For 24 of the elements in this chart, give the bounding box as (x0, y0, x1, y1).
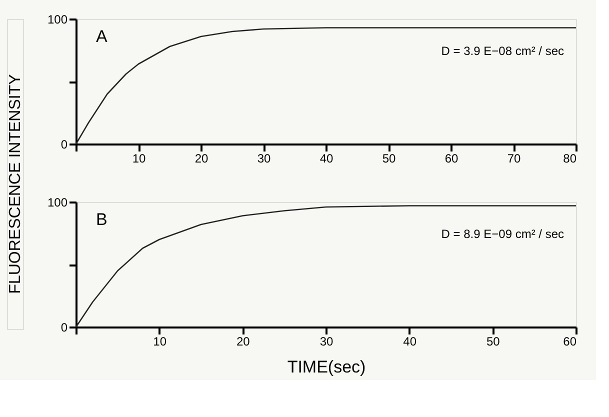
x-tick-label: 40 (320, 152, 334, 166)
y-tick-label: 0 (60, 138, 68, 152)
y-tick-label: 100 (47, 12, 68, 26)
y-axis-title: FLUORESCENCE INTENSITY (7, 74, 24, 294)
x-tick-label: 60 (444, 152, 458, 166)
annotation: B (96, 210, 108, 229)
y-tick-label: 0 (60, 320, 68, 334)
annotation: A (96, 27, 108, 46)
x-tick-label: 50 (486, 334, 500, 348)
x-tick-label: 10 (153, 334, 167, 348)
x-tick-label: 20 (194, 152, 208, 166)
annotation: D = 8.9 E−09 cm² / sec (441, 227, 564, 241)
x-tick-label: 60 (563, 334, 577, 348)
x-tick-label: 30 (257, 152, 271, 166)
x-tick-label: 20 (236, 334, 250, 348)
x-tick-label: 30 (320, 334, 334, 348)
y-tick-label: 100 (47, 196, 68, 210)
annotation: D = 3.9 E−08 cm² / sec (441, 44, 564, 58)
x-tick-label: 80 (563, 152, 577, 166)
x-axis-title: TIME(sec) (287, 358, 366, 376)
x-tick-label: 70 (507, 152, 521, 166)
x-tick-label: 10 (132, 152, 146, 166)
x-tick-label: 50 (382, 152, 396, 166)
x-tick-label: 40 (403, 334, 417, 348)
